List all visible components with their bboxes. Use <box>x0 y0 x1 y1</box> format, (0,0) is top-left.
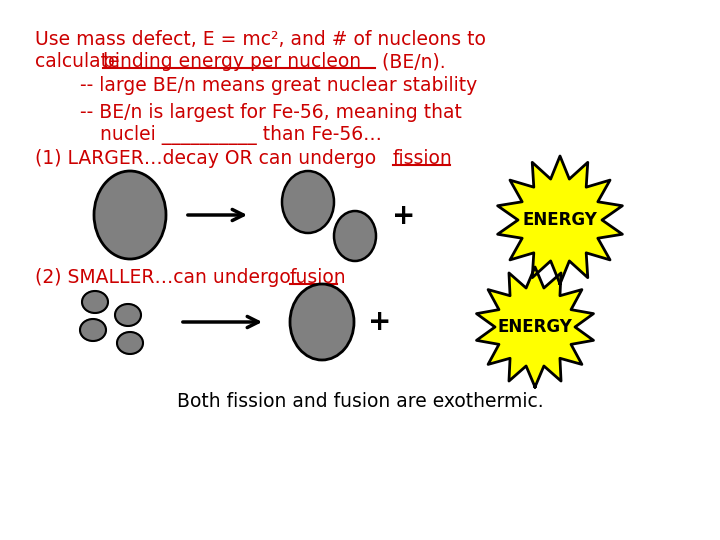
Text: Use mass defect, E = mc², and # of nucleons to: Use mass defect, E = mc², and # of nucle… <box>35 30 486 49</box>
Text: ENERGY: ENERGY <box>498 318 572 336</box>
Ellipse shape <box>80 319 106 341</box>
Text: binding energy per nucleon: binding energy per nucleon <box>103 52 361 71</box>
Ellipse shape <box>290 284 354 360</box>
Text: (BE/n).: (BE/n). <box>376 52 446 71</box>
Polygon shape <box>477 267 593 387</box>
Polygon shape <box>498 156 622 284</box>
Text: +: + <box>392 202 415 230</box>
Text: nuclei __________ than Fe-56…: nuclei __________ than Fe-56… <box>100 125 382 145</box>
Text: -- BE/n is largest for Fe-56, meaning that: -- BE/n is largest for Fe-56, meaning th… <box>80 103 462 122</box>
Text: Both fission and fusion are exothermic.: Both fission and fusion are exothermic. <box>176 392 544 411</box>
Text: (2) SMALLER…can undergo: (2) SMALLER…can undergo <box>35 268 297 287</box>
Text: fission: fission <box>393 149 453 168</box>
Ellipse shape <box>282 171 334 233</box>
Text: (1) LARGER…decay OR can undergo: (1) LARGER…decay OR can undergo <box>35 149 382 168</box>
Ellipse shape <box>117 332 143 354</box>
Ellipse shape <box>82 291 108 313</box>
Text: ENERGY: ENERGY <box>523 211 598 229</box>
Ellipse shape <box>334 211 376 261</box>
Text: +: + <box>368 308 392 336</box>
Text: -- large BE/n means great nuclear stability: -- large BE/n means great nuclear stabil… <box>80 76 477 95</box>
Text: calculate: calculate <box>35 52 125 71</box>
Ellipse shape <box>115 304 141 326</box>
Text: fusion: fusion <box>290 268 346 287</box>
Ellipse shape <box>94 171 166 259</box>
